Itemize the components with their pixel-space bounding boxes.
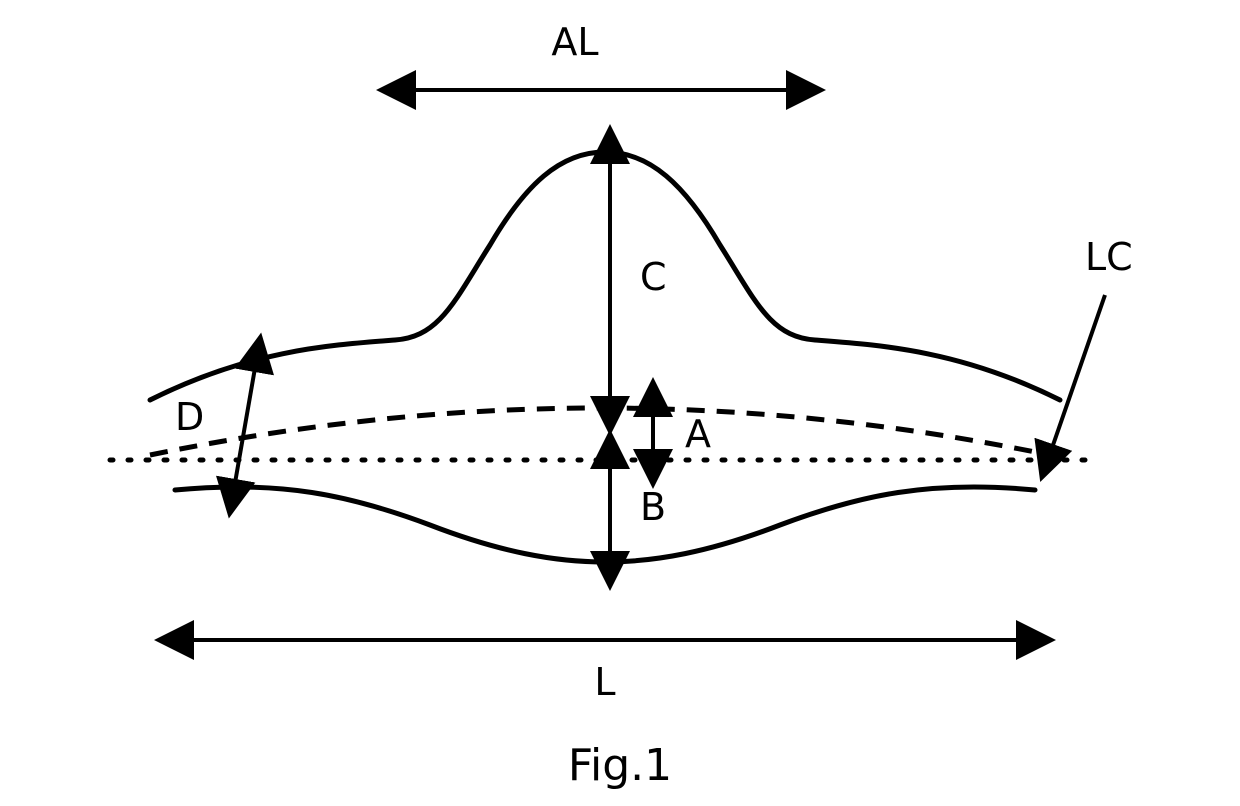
label-d: D: [175, 395, 204, 439]
label-l: L: [594, 660, 615, 704]
figure-caption: Fig.1: [568, 740, 672, 791]
top-solid-curve: [150, 152, 1060, 400]
bottom-solid-curve: [175, 487, 1035, 562]
dashed-curve-lc: [150, 408, 1050, 455]
lens-cross-section-diagram: AL L C A B D LC Fig.1: [0, 0, 1240, 806]
label-al: AL: [551, 20, 598, 64]
pointer-lc: [1052, 295, 1105, 448]
label-b: B: [640, 485, 666, 529]
arrow-d: [235, 368, 255, 483]
label-lc: LC: [1085, 235, 1133, 279]
label-a: A: [685, 412, 711, 456]
label-c: C: [640, 255, 667, 299]
